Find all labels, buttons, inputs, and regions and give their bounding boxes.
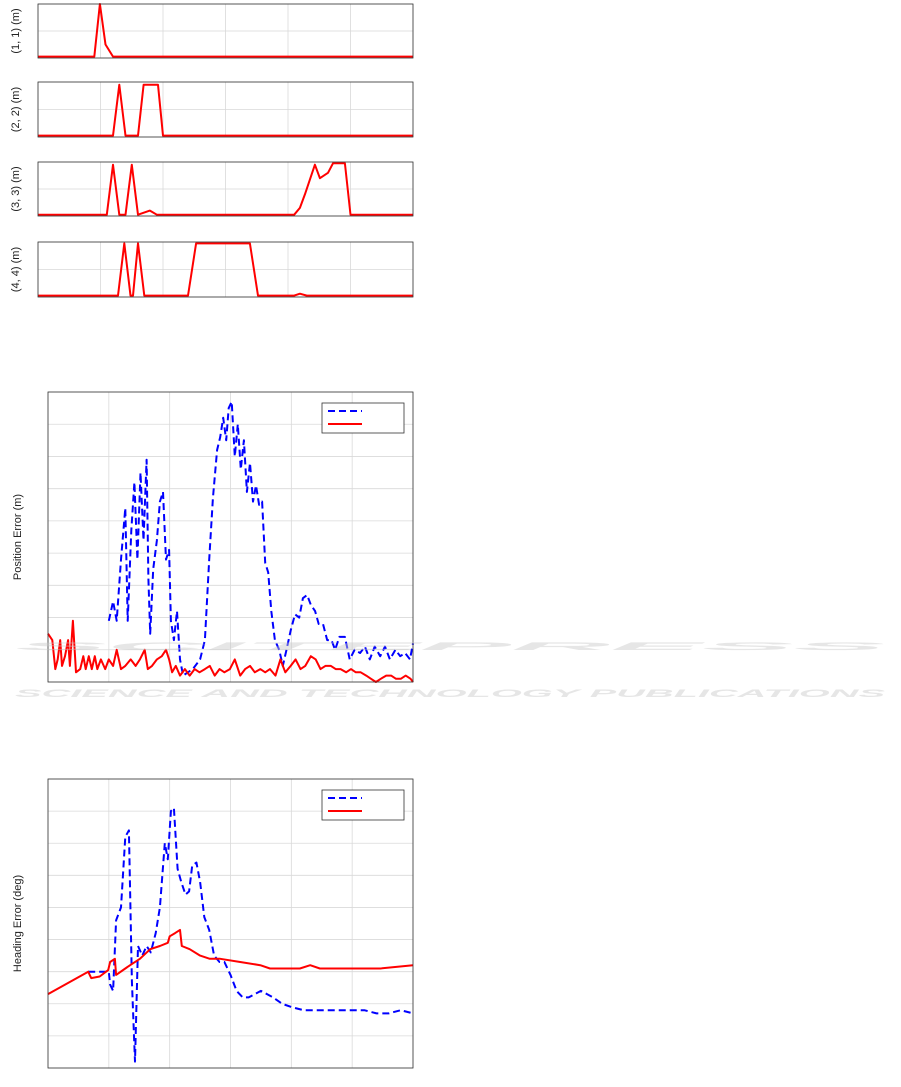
series-line <box>38 242 413 297</box>
plot-frame <box>47 391 414 683</box>
legend-box <box>321 402 405 434</box>
plot-frame <box>37 241 414 298</box>
chart: (2, 2) (m) <box>10 81 414 138</box>
chart: Heading Error (deg) <box>12 778 414 1069</box>
series-line <box>47 928 414 995</box>
plot-frame <box>37 3 414 59</box>
series-line <box>38 3 413 58</box>
chart: Position Error (m) <box>12 391 414 683</box>
y-axis-label: (1, 1) (m) <box>10 8 22 53</box>
chart: (4, 4) (m) <box>10 241 414 298</box>
chart: (3, 3) (m) <box>10 161 414 217</box>
y-axis-label: (2, 2) (m) <box>10 87 22 132</box>
watermark-title: SCITEPRESS <box>15 641 893 653</box>
y-axis-label: (3, 3) (m) <box>10 166 22 211</box>
series-line <box>38 162 413 216</box>
series-line <box>47 619 414 683</box>
plot-frame <box>37 81 414 138</box>
y-axis-label: Position Error (m) <box>12 494 24 580</box>
series-line <box>88 806 414 1063</box>
series-line <box>107 400 414 677</box>
plot-frame <box>37 161 414 217</box>
plot-frame <box>47 778 414 1069</box>
y-axis-label: (4, 4) (m) <box>10 247 22 292</box>
y-axis-label: Heading Error (deg) <box>12 875 24 972</box>
series-line <box>38 83 413 137</box>
chart: (1, 1) (m) <box>10 3 414 59</box>
watermark-subtitle: SCIENCE AND TECHNOLOGY PUBLICATIONS <box>15 688 887 700</box>
legend-box <box>321 789 405 821</box>
